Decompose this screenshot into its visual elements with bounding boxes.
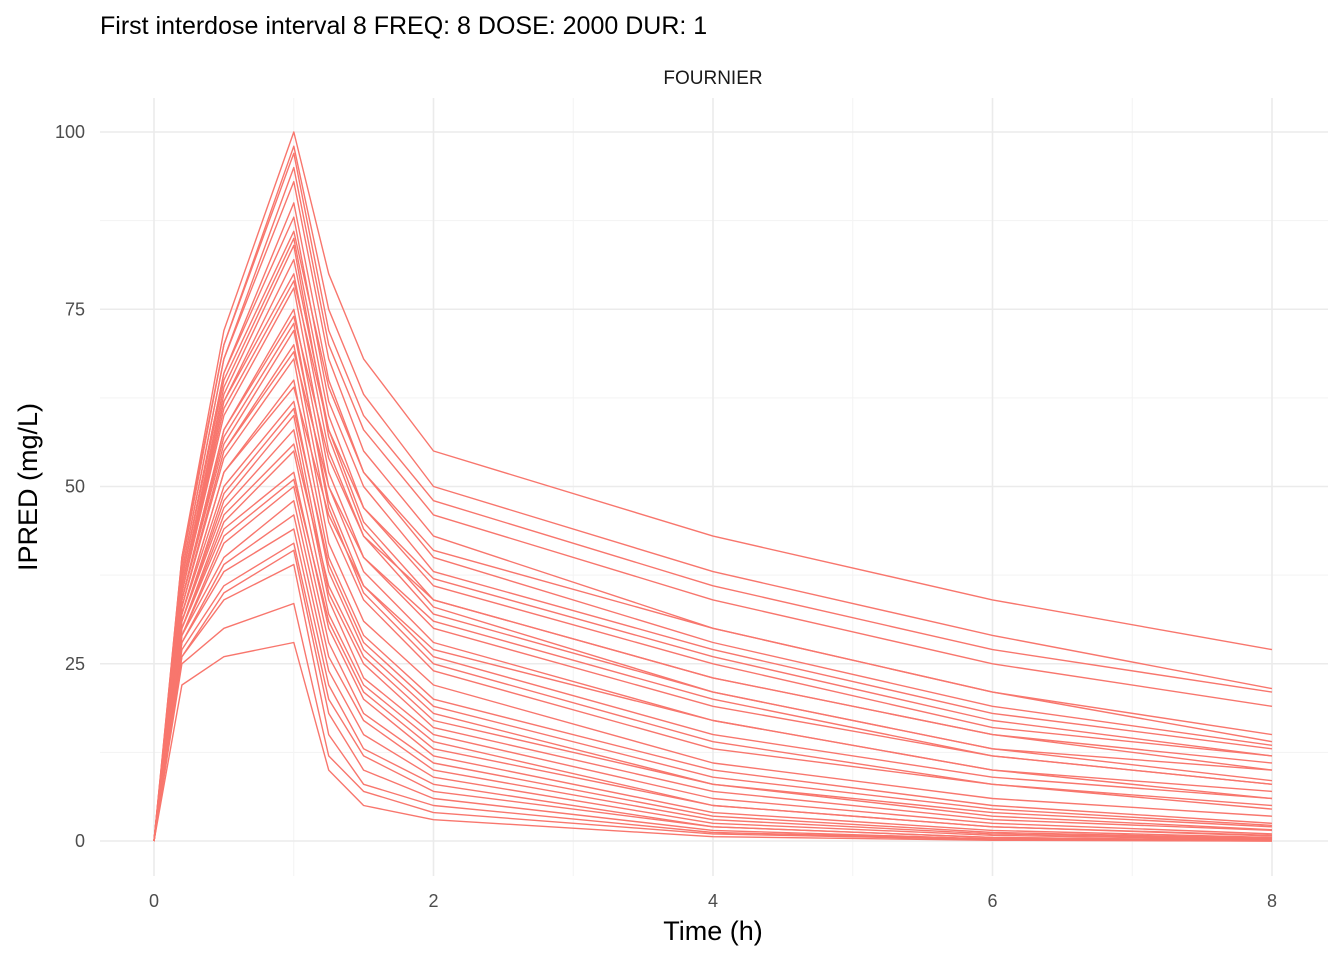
series-line-23 (153, 500, 1273, 842)
series-line-28 (153, 563, 1273, 842)
series-line-3 (153, 152, 1273, 842)
series-line-36 (153, 244, 1273, 842)
facet-label: FOURNIER (663, 68, 762, 89)
series-line-15 (153, 358, 1273, 842)
series-line-13 (153, 329, 1273, 842)
series-line-19 (153, 429, 1273, 842)
series-line-26 (153, 542, 1273, 842)
series-line-39 (153, 443, 1273, 842)
series-line-22 (153, 485, 1273, 842)
series-line-18 (153, 414, 1273, 842)
y-tick-label: 50 (65, 477, 85, 497)
series-line-32 (153, 280, 1273, 842)
series-line-38 (153, 407, 1273, 842)
x-tick-label: 4 (708, 891, 718, 911)
x-tick-label: 2 (428, 891, 438, 911)
series-line-34 (153, 351, 1273, 842)
series-line-17 (153, 400, 1273, 842)
y-axis-label: IPRED (mg/L) (13, 403, 43, 571)
series-line-40 (153, 478, 1273, 842)
y-tick-label: 100 (55, 122, 85, 142)
series-line-11 (153, 287, 1273, 842)
series-line-7 (153, 216, 1273, 842)
series-line-31 (153, 230, 1273, 842)
series-line-1 (153, 131, 1273, 842)
series-line-37 (153, 322, 1273, 842)
series-line-27 (153, 549, 1273, 842)
x-tick-label: 6 (987, 891, 997, 911)
series-line-29 (153, 602, 1273, 842)
y-tick-label: 75 (65, 299, 85, 319)
chart-title: First interdose interval 8 FREQ: 8 DOSE:… (100, 12, 708, 40)
y-tick-label: 0 (75, 831, 85, 851)
series-lines (153, 131, 1273, 842)
series-line-30 (153, 641, 1273, 842)
series-line-21 (153, 471, 1273, 842)
x-tick-label: 0 (149, 891, 159, 911)
x-tick-label: 8 (1267, 891, 1277, 911)
series-line-24 (153, 514, 1273, 842)
y-tick-label: 25 (65, 654, 85, 674)
tick-labels: 0 2 4 6 8 0 25 50 75 100 (55, 122, 1277, 911)
series-line-8 (153, 237, 1273, 842)
x-axis-label: Time (h) (663, 916, 763, 946)
series-line-33 (153, 315, 1273, 842)
